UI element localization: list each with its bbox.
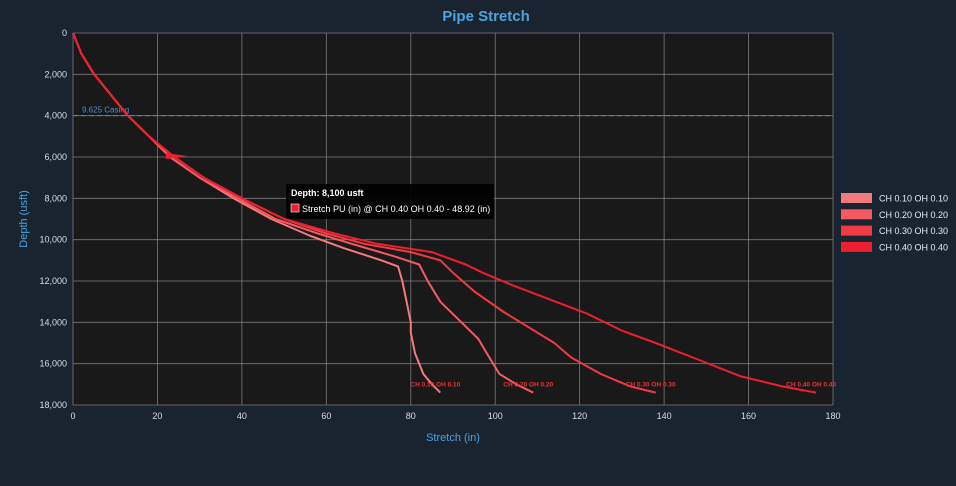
y-tick-label: 18,000 — [39, 400, 67, 410]
tooltip-item: Stretch PU (in) @ CH 0.40 OH 0.40 - 48.9… — [302, 204, 490, 214]
y-tick-label: 4,000 — [44, 111, 67, 121]
tooltip: Depth: 8,100 usft Stretch PU (in) @ CH 0… — [286, 184, 494, 219]
series-end-labels: CH 0.10 OH 0.10 CH 0.20 OH 0.20 CH 0.30 OH… — [410, 382, 836, 389]
series-end-label: CH 0.10 OH 0.10 — [410, 382, 460, 389]
x-tick-label: 100 — [488, 411, 503, 421]
y-tick-label: 8,000 — [44, 193, 67, 203]
y-tick-label: 14,000 — [39, 317, 67, 327]
legend-swatch — [841, 209, 872, 220]
tooltip-swatch — [290, 203, 300, 213]
chart-title: Pipe Stretch — [442, 8, 530, 25]
y-tick-label: 6,000 — [44, 152, 67, 162]
x-tick-label: 120 — [572, 411, 587, 421]
legend: CH 0.10 OH 0.10 CH 0.20 OH 0.20 CH 0.30 OH… — [841, 193, 948, 252]
legend-label: CH 0.40 OH 0.40 — [879, 242, 948, 252]
y-tick-label: 16,000 — [39, 359, 67, 369]
series-end-label: CH 0.40 OH 0.40 — [786, 382, 836, 389]
tooltip-title: Depth: 8,100 usft — [291, 188, 364, 198]
x-tick-label: 180 — [825, 411, 840, 421]
legend-label: CH 0.30 OH 0.30 — [879, 226, 948, 236]
legend-label: CH 0.20 OH 0.20 — [879, 210, 948, 220]
casing-reference: 9.625 Casing — [73, 106, 833, 117]
legend-swatch — [841, 225, 872, 236]
x-axis-label: Stretch (in) — [426, 432, 480, 444]
y-tick-label: 0 — [62, 28, 67, 38]
tooltip-box — [286, 184, 494, 219]
x-tick-label: 0 — [70, 411, 75, 421]
x-tick-label: 140 — [657, 411, 672, 421]
y-tick-label: 2,000 — [44, 69, 67, 79]
series-end-label: CH 0.30 OH 0.30 — [626, 382, 676, 389]
x-tick-label: 60 — [321, 411, 331, 421]
legend-swatch — [841, 193, 872, 203]
x-tick-label: 40 — [237, 411, 247, 421]
casing-label: 9.625 Casing — [82, 106, 129, 115]
hover-marker — [165, 152, 187, 159]
series-line — [72, 32, 817, 394]
y-axis-label: Depth (usft) — [18, 190, 30, 247]
series-end-label: CH 0.20 OH 0.20 — [503, 382, 553, 389]
x-tick-label: 20 — [152, 411, 162, 421]
y-tick-label: 12,000 — [39, 276, 67, 286]
x-axis-ticks: 0 20 40 60 80 100 120 140 160 180 — [70, 411, 840, 421]
y-tick-label: 10,000 — [39, 235, 67, 245]
legend-swatch — [841, 241, 872, 252]
x-tick-label: 80 — [406, 411, 416, 421]
y-axis-ticks: 0 2,000 4,000 6,000 8,000 10,000 12,000 14,000 1… — [39, 28, 67, 410]
x-tick-label: 160 — [741, 411, 756, 421]
series-lines — [72, 32, 817, 394]
legend-label: CH 0.10 OH 0.10 — [879, 194, 948, 204]
